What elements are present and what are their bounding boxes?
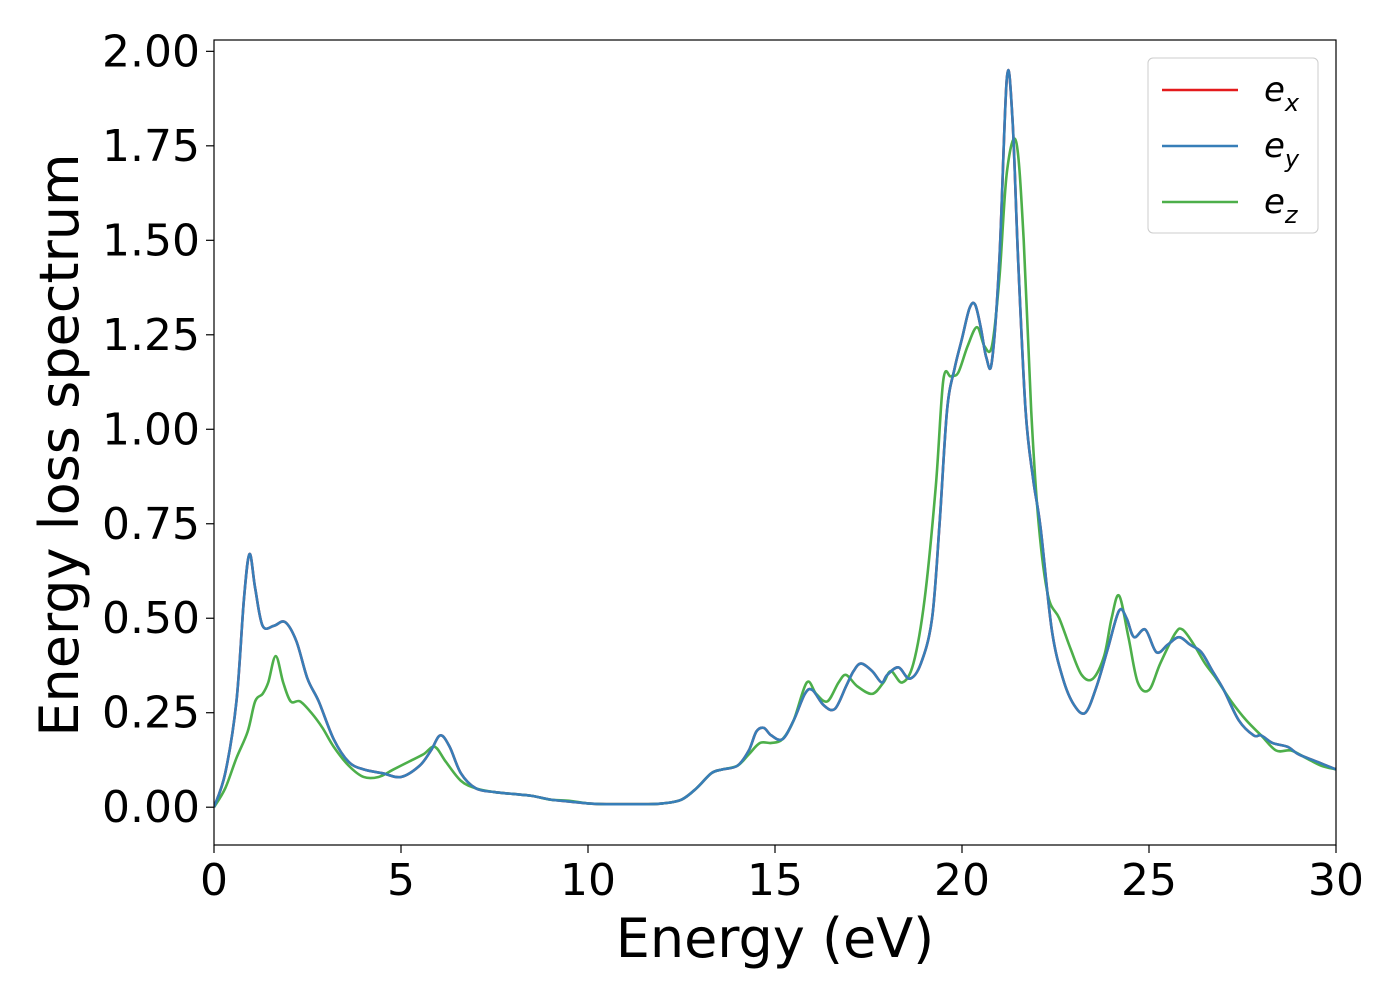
x-axis-title: Energy (eV) [616,907,935,970]
x-tick-label: 25 [1121,855,1177,906]
y-tick-label: 0.00 [102,782,200,833]
y-tick-label: 1.25 [102,310,200,361]
y-tick-label: 2.00 [102,26,200,77]
x-axis: 0 5 10 15 20 25 30 [200,845,1364,906]
x-tick-label: 10 [560,855,616,906]
y-tick-label: 0.75 [102,499,200,550]
y-tick-label: 1.00 [102,404,200,455]
series-line-e-y [214,68,1336,808]
x-tick-label: 20 [934,855,990,906]
y-tick-label: 0.50 [102,593,200,644]
x-tick-label: 0 [200,855,228,906]
y-tick-label: 1.50 [102,215,200,266]
series-layer [214,68,1336,808]
y-axis-title: Energy loss spectrum [28,153,91,736]
y-axis: 0.00 0.25 0.50 0.75 1.00 1.25 1.50 1.75 2.00 [102,26,214,833]
y-tick-label: 1.75 [102,121,200,172]
x-tick-label: 30 [1308,855,1364,906]
y-tick-label: 0.25 [102,688,200,739]
x-tick-label: 5 [387,855,415,906]
series-line-e-z [214,137,1336,808]
x-tick-label: 15 [747,855,803,906]
